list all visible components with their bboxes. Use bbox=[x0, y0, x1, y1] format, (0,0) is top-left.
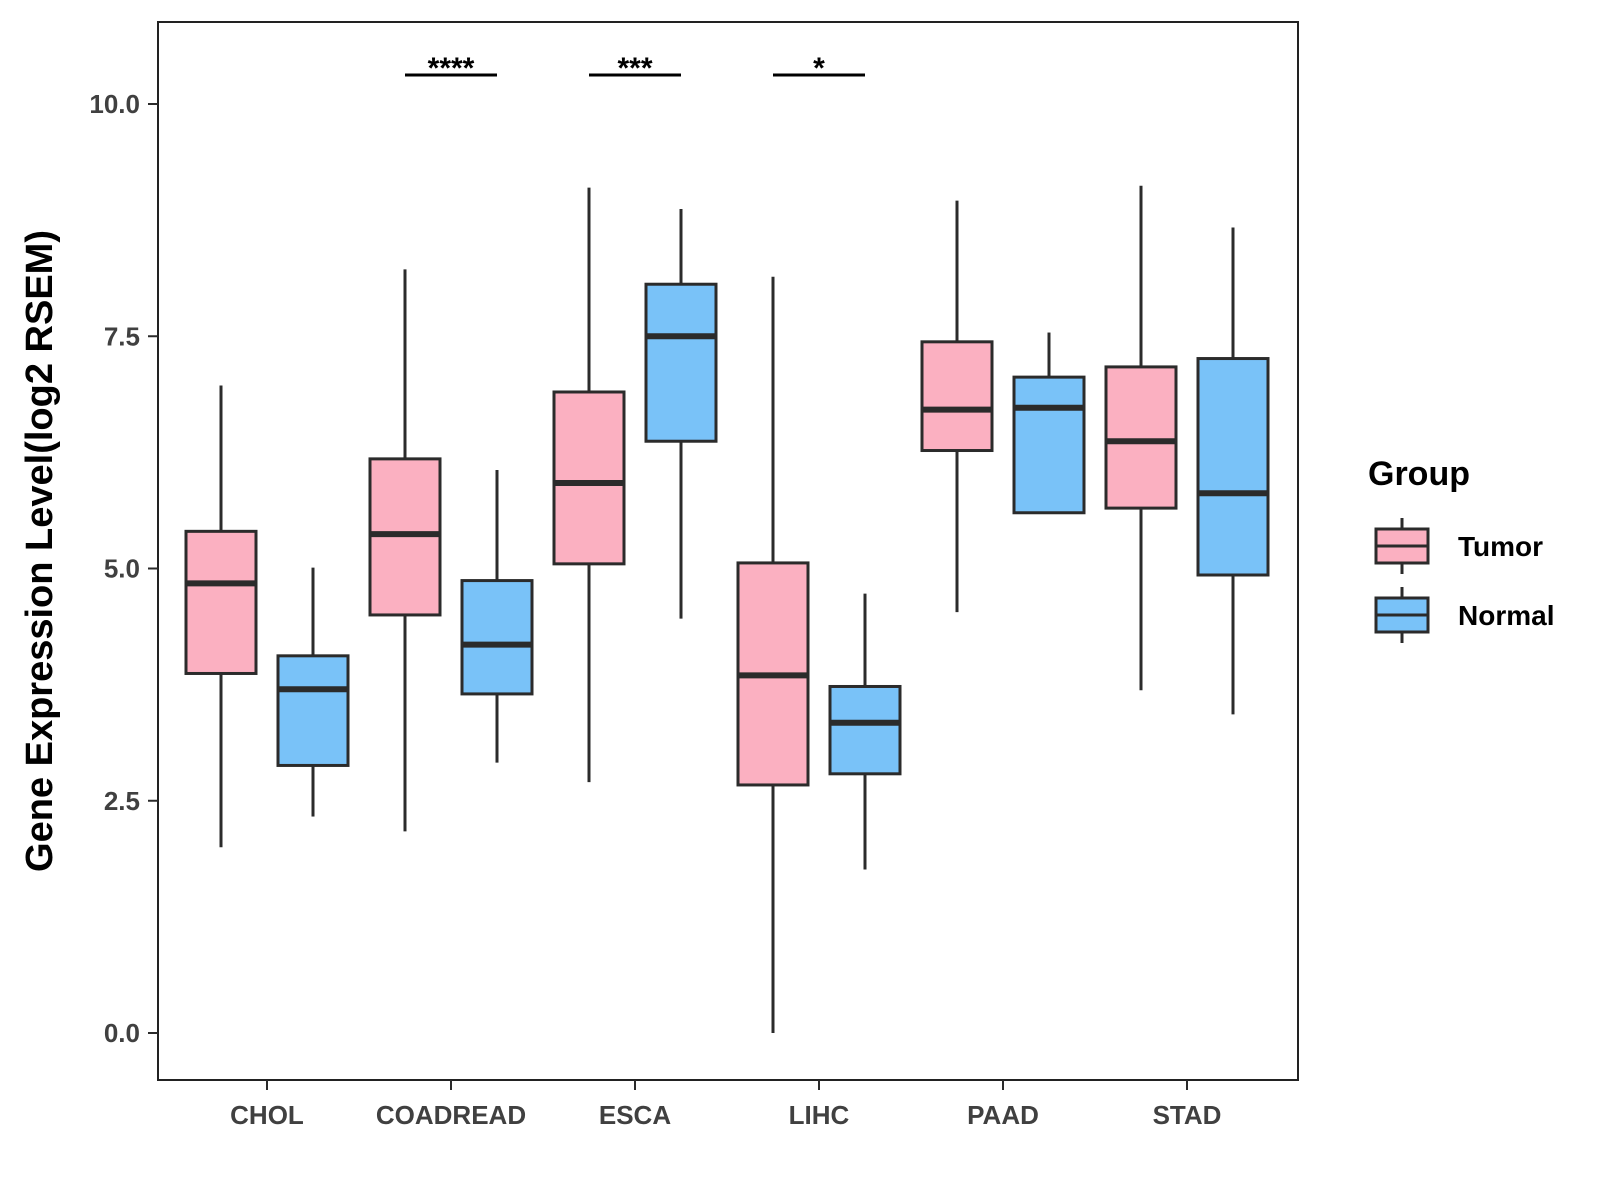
x-tick-label: STAD bbox=[1153, 1100, 1222, 1130]
y-axis-title: Gene Expression Level(log2 RSEM) bbox=[19, 230, 61, 872]
box-iqr bbox=[644, 282, 718, 443]
significance-label: *** bbox=[617, 52, 652, 85]
box-normal-esca bbox=[644, 208, 718, 619]
box-iqr bbox=[276, 654, 350, 767]
x-tick-label: CHOL bbox=[230, 1100, 304, 1130]
box-iqr bbox=[1196, 357, 1270, 577]
boxes-layer bbox=[184, 185, 1270, 1033]
box-tumor-lihc bbox=[736, 276, 810, 1033]
y-axis: 0.0 2.5 5.0 7.5 10.0 bbox=[89, 89, 158, 1048]
box-tumor-stad bbox=[1104, 185, 1178, 691]
plot-panel-border bbox=[157, 21, 1299, 1081]
box-iqr bbox=[184, 529, 258, 675]
x-tick-label: PAAD bbox=[967, 1100, 1039, 1130]
legend-entry-tumor: Tumor bbox=[1374, 518, 1543, 574]
x-tick-label: LIHC bbox=[789, 1100, 850, 1130]
box-iqr bbox=[552, 390, 626, 566]
significance-label: * bbox=[813, 52, 825, 85]
significance-esca: *** bbox=[589, 52, 681, 85]
box-tumor-coadread bbox=[368, 269, 442, 832]
significance-label: **** bbox=[428, 52, 475, 85]
box-normal-stad bbox=[1196, 227, 1270, 715]
box-tumor-chol bbox=[184, 385, 258, 848]
significance-coadread: **** bbox=[405, 52, 497, 85]
legend-entry-normal: Normal bbox=[1374, 587, 1554, 643]
x-tick-label: ESCA bbox=[599, 1100, 671, 1130]
x-axis: CHOL COADREAD ESCA LIHC PAAD STAD bbox=[230, 1080, 1221, 1130]
box-tumor-esca bbox=[552, 187, 626, 783]
box-tumor-paad bbox=[920, 200, 994, 613]
box-iqr bbox=[920, 340, 994, 453]
y-tick-label: 10.0 bbox=[89, 89, 140, 119]
box-iqr bbox=[1012, 375, 1086, 515]
box-iqr bbox=[1104, 365, 1178, 510]
y-tick-label: 0.0 bbox=[104, 1018, 140, 1048]
x-tick-label: COADREAD bbox=[376, 1100, 526, 1130]
legend: Group Tumor Normal bbox=[1368, 455, 1554, 643]
box-normal-coadread bbox=[460, 470, 534, 763]
legend-label: Normal bbox=[1458, 600, 1554, 631]
legend-title: Group bbox=[1368, 455, 1470, 493]
box-normal-chol bbox=[276, 567, 350, 817]
y-tick-label: 2.5 bbox=[104, 786, 140, 816]
y-tick-label: 5.0 bbox=[104, 554, 140, 584]
significance-lihc: * bbox=[773, 52, 865, 85]
box-iqr bbox=[828, 684, 902, 776]
y-tick-label: 7.5 bbox=[104, 321, 140, 351]
box-iqr bbox=[460, 579, 534, 696]
box-normal-paad bbox=[1012, 332, 1086, 515]
significance-layer: **** *** * bbox=[405, 52, 865, 85]
legend-label: Tumor bbox=[1458, 531, 1543, 562]
box-normal-lihc bbox=[828, 593, 902, 870]
